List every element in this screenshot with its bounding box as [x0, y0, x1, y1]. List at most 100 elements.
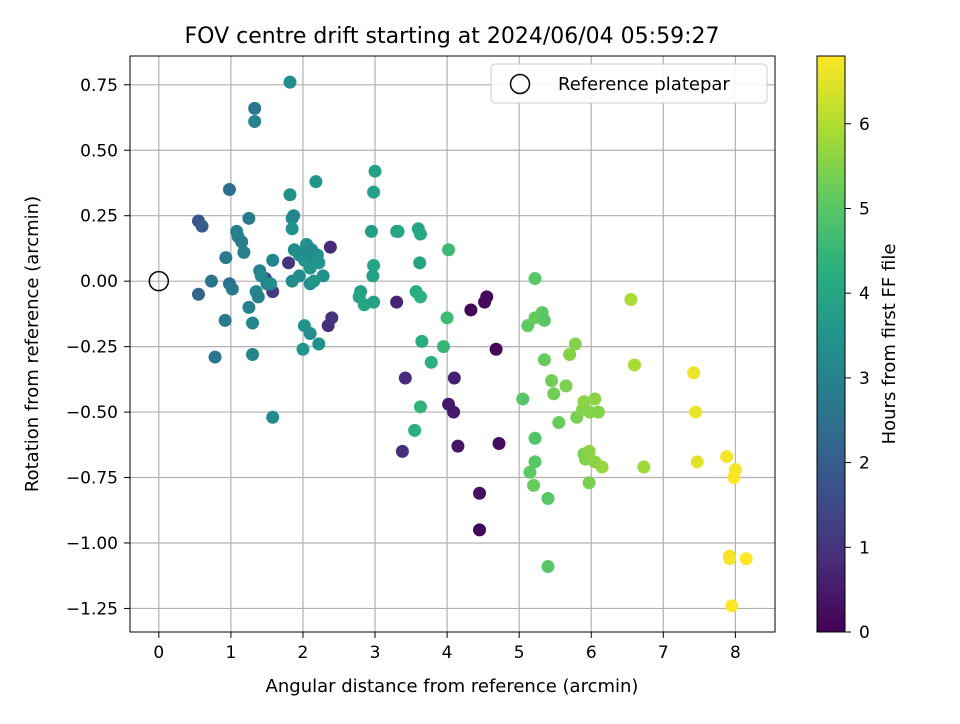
y-tick-label: −0.25 — [66, 338, 118, 358]
data-point — [588, 392, 602, 406]
y-tick-label: −1.25 — [66, 599, 118, 619]
data-point — [473, 486, 487, 500]
data-point — [191, 287, 205, 301]
data-point — [415, 334, 429, 348]
data-point — [303, 327, 317, 341]
data-point — [398, 371, 412, 385]
data-point — [251, 290, 265, 304]
data-point — [242, 300, 256, 314]
y-axis-label: Rotation from reference (arcmin) — [22, 196, 43, 492]
colorbar-label: Hours from first FF file — [879, 244, 900, 445]
data-point — [523, 465, 537, 479]
data-point — [242, 211, 256, 225]
x-tick-label: 4 — [442, 643, 453, 663]
x-tick-label: 3 — [370, 643, 381, 663]
data-point — [391, 224, 405, 238]
colorbar-tick-label: 3 — [859, 369, 870, 389]
chart-title: FOV centre drift starting at 2024/06/04 … — [185, 24, 720, 49]
data-point — [727, 471, 741, 485]
data-point — [637, 460, 651, 474]
colorbar-tick-label: 0 — [859, 623, 870, 643]
data-point — [528, 272, 542, 286]
data-point — [390, 295, 404, 309]
data-point — [285, 222, 299, 236]
colorbar-tick-label: 1 — [859, 538, 870, 558]
data-point — [364, 224, 378, 238]
x-tick-label: 6 — [586, 643, 597, 663]
legend-box — [490, 63, 768, 104]
y-tick-label: −1.00 — [66, 534, 118, 554]
data-point — [208, 350, 222, 364]
data-point — [547, 387, 561, 401]
data-point — [489, 342, 503, 356]
x-axis-label: Angular distance from reference (arcmin) — [266, 676, 639, 697]
data-point — [464, 303, 478, 317]
data-point — [413, 227, 427, 241]
data-point — [235, 235, 249, 249]
legend-label: Reference platepar — [558, 74, 730, 95]
data-point — [739, 552, 753, 566]
data-point — [545, 374, 559, 388]
x-tick-label: 8 — [730, 643, 741, 663]
data-point — [237, 245, 251, 259]
data-point — [367, 185, 381, 199]
data-points — [191, 75, 753, 613]
data-point — [451, 439, 465, 453]
data-point — [296, 342, 310, 356]
data-point — [582, 476, 596, 490]
x-tick-label: 5 — [514, 643, 525, 663]
data-point — [266, 410, 280, 424]
data-point — [627, 358, 641, 372]
legend: Reference platepar — [490, 63, 768, 104]
data-point — [195, 219, 209, 233]
data-point — [283, 188, 297, 202]
data-point — [312, 337, 326, 351]
data-point — [528, 455, 542, 469]
data-point — [725, 599, 739, 613]
data-point — [321, 319, 335, 333]
y-tick-label: 0.75 — [80, 76, 118, 96]
data-point — [246, 316, 260, 330]
plot-frame — [129, 55, 776, 633]
data-point — [368, 164, 382, 178]
data-point — [424, 355, 438, 369]
data-point — [442, 243, 456, 257]
data-point — [222, 183, 236, 197]
data-point — [366, 269, 380, 283]
x-tick-label: 2 — [298, 643, 309, 663]
data-point — [690, 455, 704, 469]
data-point — [266, 253, 280, 267]
colorbar-tick-label: 4 — [859, 284, 870, 304]
data-point — [478, 295, 492, 309]
x-axis-ticks: 0 1 2 3 4 5 6 7 8 — [153, 632, 741, 663]
y-tick-label: 0.50 — [80, 141, 118, 161]
data-point — [595, 460, 609, 474]
data-point — [723, 552, 737, 566]
data-point — [527, 478, 541, 492]
data-point — [408, 423, 422, 437]
data-point — [689, 405, 703, 419]
data-point — [204, 274, 218, 288]
data-point — [537, 313, 551, 327]
data-point — [537, 353, 551, 367]
data-point — [568, 337, 582, 351]
colorbar — [816, 55, 846, 633]
y-axis-ticks: 0.75 0.50 0.25 0.00 −0.25 −0.50 −0.75 −1.00 −1.2… — [66, 76, 130, 619]
colorbar-ticks: 0 1 2 3 4 5 6 — [845, 115, 870, 643]
data-point — [563, 347, 577, 361]
data-point — [283, 75, 297, 89]
y-tick-label: 0.25 — [80, 207, 118, 227]
data-point — [316, 269, 330, 283]
data-point — [413, 400, 427, 414]
data-point — [248, 101, 262, 115]
y-tick-label: −0.75 — [66, 469, 118, 489]
data-point — [248, 114, 262, 128]
data-point — [218, 313, 232, 327]
data-point — [367, 295, 381, 309]
gridlines — [130, 56, 775, 632]
data-point — [442, 397, 456, 411]
reference-marker-layer — [148, 270, 170, 292]
data-point — [413, 290, 427, 304]
reference-platepar-marker — [148, 270, 170, 292]
